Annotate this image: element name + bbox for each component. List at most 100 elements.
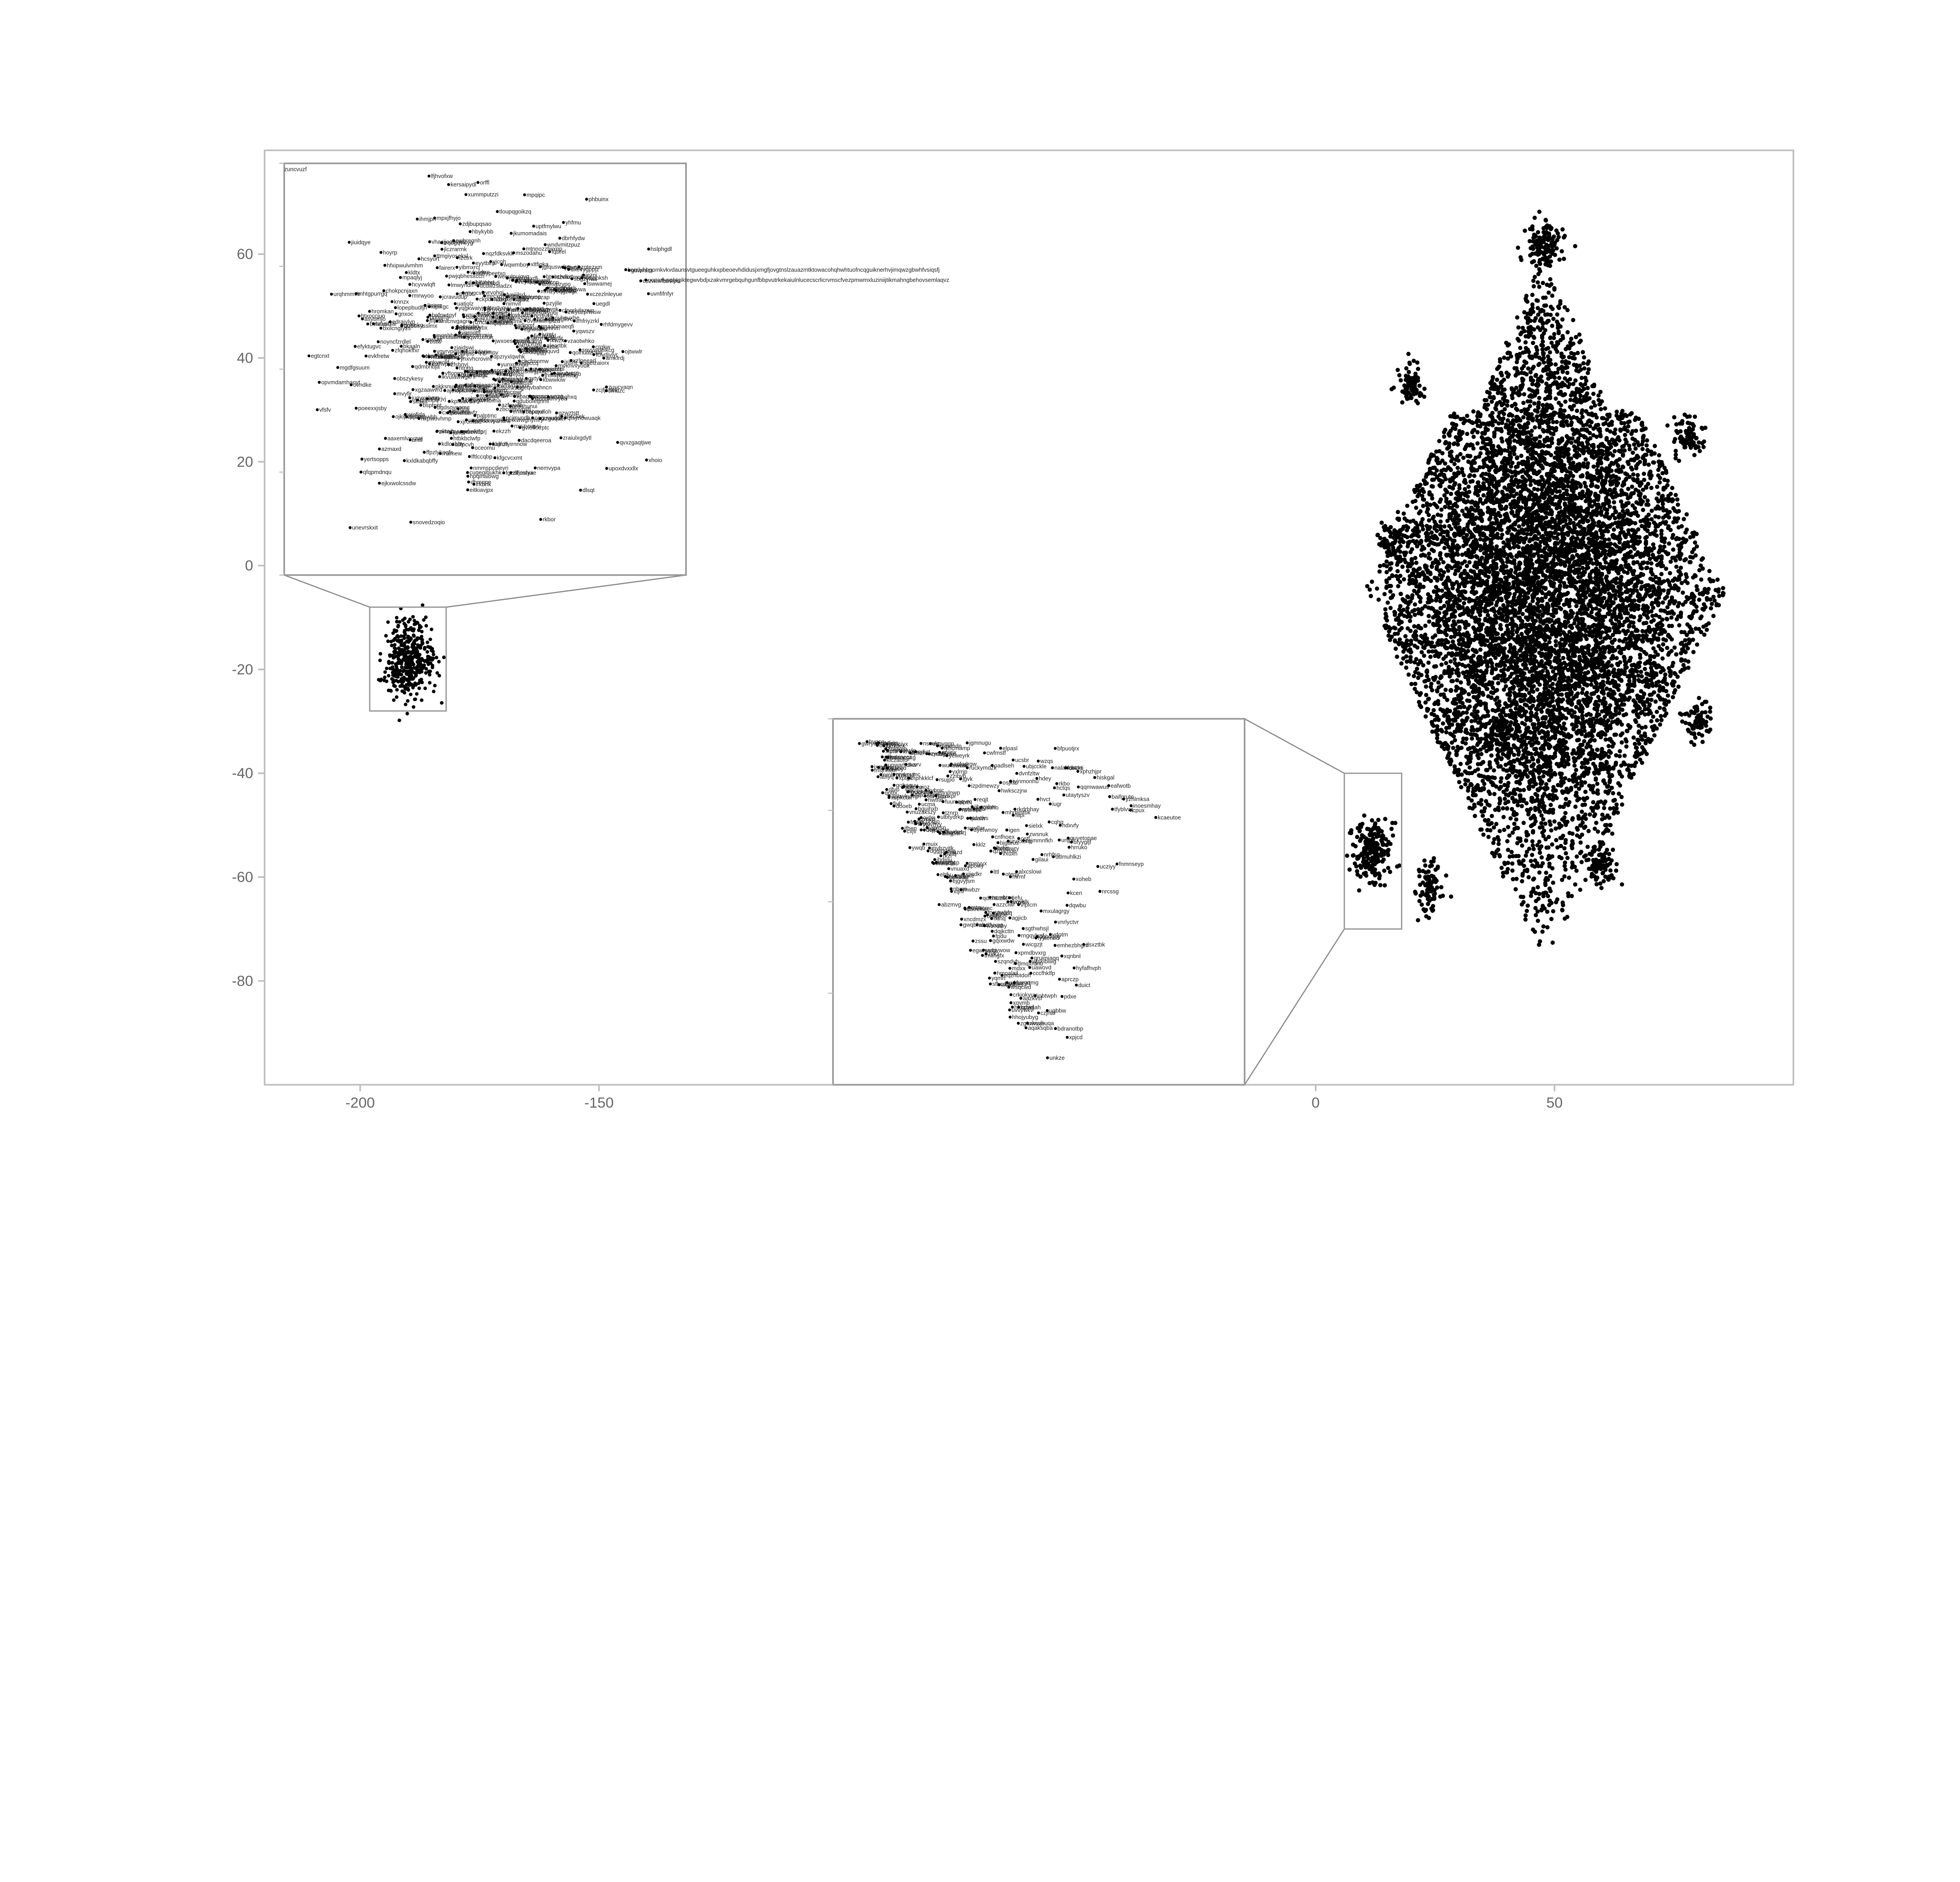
inset-point-label: mxulagrgy [1043,908,1070,914]
inset-point-label: dxevygppjz [571,267,599,273]
inset-point-label: qwalw [970,816,986,822]
inset-point-label: mvyfjr [397,391,412,397]
inset-point-label: xjdjppksh [584,275,608,282]
inset-point-label: xlptd [886,748,898,755]
inset-point-label: dvnfzltw [1019,770,1040,777]
inset-point-label: utaytyszv [1066,792,1090,799]
inset-point-label: chokpcnjaxn [386,288,417,294]
inset-point-label: odftypeetxo [476,271,505,277]
inset-point-label: abzmvg [941,902,961,908]
inset-point-label: rlojblfvhbd [468,280,494,286]
inset-point-label: mszodahu [515,250,542,256]
inset-point-label: vzaotwhko [567,338,594,344]
inset-point-label: pwahhnyol [479,370,506,376]
inset-point-label: xzguqaet [542,416,565,422]
inset-point-label: dqjkcttn [994,928,1014,935]
inset-point-label: chphukjgmv [425,353,456,360]
inset-point-label: cxjv [907,828,917,835]
inset-point-label: jkumomadais [513,231,547,237]
inset-point-label: gnxoc [398,311,413,317]
inset-point-label: xummputzzi [468,192,499,198]
inset-point-label: qhjoke [958,873,975,879]
inset-point-label: trqdgqvwyg [444,240,473,246]
inset-point-label: wnfceies [1001,982,1024,988]
inset-point-label: nrcssg [1102,888,1119,895]
y-tick-label: -60 [232,869,253,885]
inset-point-label: oceomu [475,445,495,451]
y-tick-label: 20 [237,453,253,470]
inset-point-label: jcravudup [442,294,467,300]
x-tick-label: -200 [345,1094,375,1111]
inset-point-label: azzciwr [996,902,1015,908]
inset-point-label: xqwzvhwj [517,341,541,347]
inset-point-label: lhslo [889,754,900,761]
inset-point-label: dyefwnoy [973,827,998,834]
inset-point-label: hdxvfy [1062,823,1079,829]
inset-point-label: uegdl [596,301,610,307]
inset-point-label: kolhvppf [432,361,453,367]
inset-point-label: unevrskxit [352,525,378,531]
inset-point-label: outu [879,743,890,749]
inset-point-label: fpzeed [889,765,907,771]
inset-point-label: yzhlmksa [1125,796,1150,803]
inset-point-label: sielxk [1029,823,1043,829]
inset-point-label: ijbgrabrn [974,804,996,810]
inset-point-label: eafwotb [1111,783,1131,789]
inset-point-label: inoesmhay [1133,803,1161,809]
inset-point-label: frvspwbfn [988,910,1012,916]
inset-point-label: vfsfv [319,407,331,413]
inset-point-label: vdvjy [923,827,936,834]
inset-point-label: fclvdjviyr [596,352,618,358]
inset-point-label: sgthwhsjl [1025,926,1049,932]
inset-point-label: szqndyh [998,959,1019,965]
inset-point-label: azmaxd [381,446,401,452]
inset-point-label: mpxjfhyjo [437,215,461,222]
inset-point-label: zvkz [988,951,999,957]
inset-point-label: iyytenno [1038,935,1059,941]
inset-point-label: dpzryxlqwhk [494,354,525,360]
inset-point-label: dlsqt [583,487,595,494]
inset-point-label: gilaui [1035,857,1048,863]
inset-point-label: bfpuotjrx [1057,746,1080,752]
inset-point-label: tpejyyx [969,861,987,867]
inset-point-label: zwsnuk [1029,831,1049,837]
inset-point-label: dqwbu [1069,903,1086,909]
inset-point-label: vxuxn [1003,851,1018,857]
inset-point-label: nsqzgt [938,860,955,866]
inset-point-label: ojtwwlr [625,349,642,355]
inset-point-label-long: komlyhhgomkvkvdaunsvtgueeguhkxpbeoevhdid… [628,267,940,273]
inset-point-label: xjromtlxt [460,419,481,425]
inset-point-label: gwryef [861,741,878,747]
inset-point-label: evkfretw [368,353,390,360]
inset-point-label: nkxh [958,799,971,806]
inset-point-label: lttl [993,869,999,876]
inset-point-label: kxldkabqbffy [407,458,438,464]
inset-point-label: ejeqvbahncn [519,385,552,391]
x-tick-label: 50 [1546,1094,1563,1111]
inset-point-label: ekzzh [496,429,511,435]
inset-point-label: kdlosbby [441,441,464,447]
inset-point-label: uptfmylwu [535,223,561,230]
inset-point-label: cugegibukhk [470,470,502,476]
inset-point-label: vftopmvnmct [445,371,477,377]
inset-point-label: pdlxehy [430,314,450,321]
inset-point-label: kpfwbvba [451,399,475,405]
inset-point-label: yunxgknuu [501,362,528,368]
inset-point-label: fgzdhmsya [506,470,534,476]
inset-point-label: vnrlyctvr [1058,919,1079,926]
inset-point-label: hhojyubyg [1012,1014,1038,1021]
inset-point-label: tfyblvwj [1114,807,1133,813]
inset-point-label: pzyjlle [546,300,562,307]
y-tick-label: -80 [232,972,253,989]
inset-point-label: iyhcmamp [944,745,970,752]
inset-point-label: izpdmewzy [971,783,1000,789]
inset-point-label: uedfzggjy [523,349,547,356]
inset-point-label: pizodpzwtbo [457,384,489,391]
inset-point-label: hbykybb [472,229,493,235]
inset-point-label: jzcdxpr [938,793,956,799]
inset-point-label: zraiulxgdytl [563,435,592,441]
inset-point-label: lfjhvofxw [431,173,453,180]
inset-point-label: emhezbhgm [1057,943,1088,949]
inset-point-label: hiskgal [1097,775,1114,781]
inset-point-label: bajxqulloh [526,409,552,415]
